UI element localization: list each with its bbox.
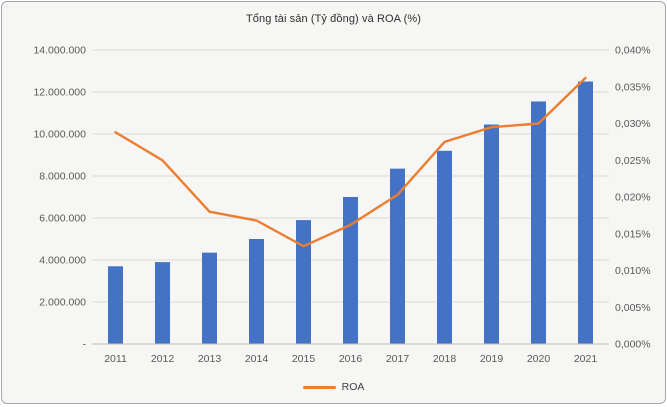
x-axis-label-2014: 2014 bbox=[245, 353, 269, 365]
bar-2013 bbox=[202, 252, 217, 344]
left-axis-tick-label: 6.000.000 bbox=[39, 213, 86, 225]
right-axis-tick-label: 0,030% bbox=[615, 118, 651, 130]
roa-legend-line-icon bbox=[302, 385, 336, 389]
x-axis-label-2013: 2013 bbox=[198, 353, 222, 365]
x-axis-label-2011: 2011 bbox=[104, 353, 127, 365]
x-axis-label-2017: 2017 bbox=[386, 353, 410, 365]
x-axis-label-2015: 2015 bbox=[292, 353, 316, 365]
right-axis-tick-label: 0,040% bbox=[615, 45, 651, 57]
x-axis-label-2019: 2019 bbox=[480, 353, 504, 365]
chart-title: Tổng tài sản (Tỷ đồng) và ROA (%) bbox=[245, 13, 422, 25]
left-axis-tick-label: 10.000.000 bbox=[33, 129, 86, 141]
x-axis-label-2021: 2021 bbox=[574, 353, 598, 365]
bar-2017 bbox=[390, 168, 405, 344]
x-axis-label-2020: 2020 bbox=[527, 353, 551, 365]
left-axis-tick-label: 2.000.000 bbox=[39, 297, 86, 309]
bar-2012 bbox=[155, 262, 170, 344]
x-axis-label-2016: 2016 bbox=[339, 353, 363, 365]
bar-2018 bbox=[437, 150, 452, 344]
left-axis-tick-label: 8.000.000 bbox=[39, 171, 86, 183]
right-axis-tick-label: 0,035% bbox=[615, 81, 651, 93]
bar-2014 bbox=[249, 239, 264, 344]
roa-line-series bbox=[114, 76, 587, 248]
right-axis-tick-label: 0,010% bbox=[615, 265, 651, 277]
right-axis-tick-label: 0,020% bbox=[615, 192, 651, 204]
left-axis-tick-label: 12.000.000 bbox=[33, 87, 86, 99]
right-axis-tick-label: 0,015% bbox=[615, 228, 651, 240]
bar-2019 bbox=[484, 124, 499, 344]
legend: ROA bbox=[2, 381, 665, 393]
bar-2021 bbox=[578, 81, 593, 344]
left-axis-tick-label: - bbox=[83, 339, 87, 351]
right-axis-tick-label: 0,005% bbox=[615, 302, 651, 314]
x-axis-label-2012: 2012 bbox=[151, 353, 175, 365]
x-axis-label-2018: 2018 bbox=[433, 353, 457, 365]
left-axis-tick-label: 4.000.000 bbox=[39, 255, 86, 267]
right-axis-tick-label: 0,025% bbox=[615, 155, 651, 167]
bar-2016 bbox=[343, 197, 358, 344]
bar-2020 bbox=[531, 101, 546, 344]
bar-2011 bbox=[108, 266, 123, 344]
left-axis-tick-label: 14.000.000 bbox=[33, 45, 86, 57]
bar-2015 bbox=[296, 220, 311, 344]
right-axis-tick-label: 0,000% bbox=[615, 339, 651, 351]
roa-legend-label: ROA bbox=[341, 381, 365, 393]
